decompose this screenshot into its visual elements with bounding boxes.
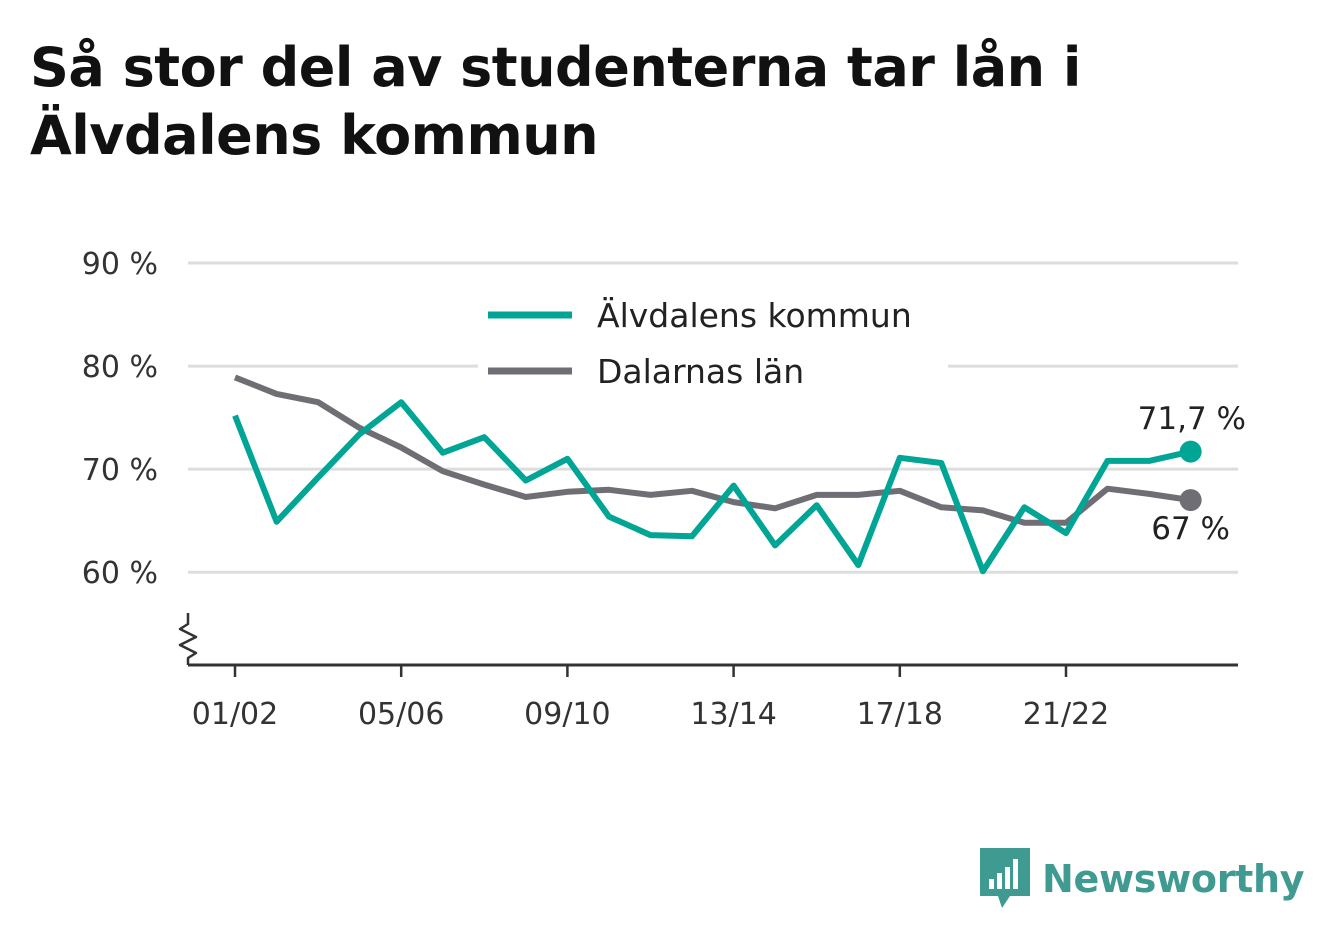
series-lines [232, 374, 1192, 575]
axis-break-mark [178, 613, 198, 665]
series-line-alvdalen [232, 399, 1192, 575]
chart-title: Så stor del av studenterna tar lån i Älv… [30, 36, 1081, 167]
legend-background [478, 290, 948, 396]
x-tick-label: 13/14 [690, 697, 776, 732]
y-axis-ticks: 60 % 70 % 80 % 90 % [82, 247, 158, 591]
legend-label-alvdalen: Älvdalens kommun [597, 296, 912, 335]
y-tick-label: 90 % [82, 247, 158, 282]
y-tick-label: 80 % [82, 350, 158, 385]
series-endpoint-dalarna [1179, 489, 1202, 512]
legend: Älvdalens kommun Dalarnas län [478, 290, 948, 396]
x-tick-label: 17/18 [857, 697, 943, 732]
series-line-dalarna [233, 374, 1192, 526]
y-tick-label: 70 % [82, 453, 158, 488]
end-label-dalarna: 67 % [1151, 511, 1230, 547]
series-endpoint-alvdalen [1179, 440, 1202, 463]
y-tick-label: 60 % [82, 556, 158, 591]
x-tick-label: 09/10 [524, 697, 610, 732]
brand-logo: Newsworthy [980, 848, 1305, 910]
end-label-alvdalen: 71,7 % [1138, 401, 1246, 437]
series-endpoints [1179, 440, 1202, 512]
x-tick-label: 21/22 [1023, 697, 1109, 732]
x-tick-label: 05/06 [358, 697, 444, 732]
x-axis [178, 613, 1238, 667]
legend-label-dalarna: Dalarnas län [597, 352, 804, 391]
x-tick-label: 01/02 [192, 697, 278, 732]
brand-name: Newsworthy [1042, 857, 1305, 901]
bar-chart-logo-icon [980, 848, 1030, 908]
x-axis-ticks: 01/02 05/06 09/10 13/14 17/18 21/22 [192, 665, 1109, 732]
